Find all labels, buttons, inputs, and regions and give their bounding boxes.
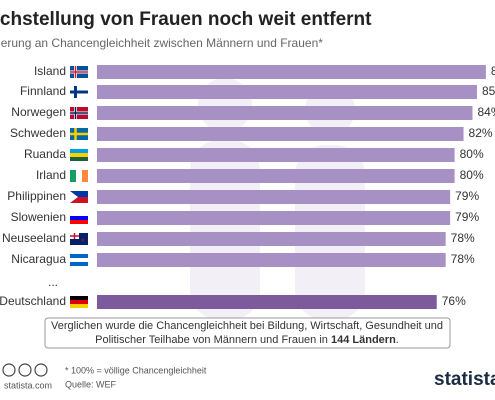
flag-part: [70, 191, 78, 203]
note-text: Politischer Teilhabe von Männern und Fra…: [95, 334, 331, 346]
value-label: 79%: [455, 189, 479, 203]
value-label: 78%: [451, 231, 475, 245]
bar: [97, 232, 446, 246]
y-tick-label: ...: [48, 275, 58, 289]
value-label: 87%: [491, 64, 495, 78]
flag-part: [70, 212, 88, 216]
bar: [97, 85, 477, 99]
note-line-1: Verglichen wurde die Chancengleichheit b…: [51, 320, 443, 332]
flag-part: [70, 258, 88, 262]
value-label: 80%: [460, 147, 484, 161]
value-label: 80%: [460, 168, 484, 182]
y-tick-label: Norwegen: [11, 105, 66, 119]
flag-part: [70, 216, 88, 220]
note-box: [44, 317, 451, 349]
y-tick-label: Slowenien: [11, 210, 66, 224]
flag-part: [70, 71, 88, 73]
flag-part: [76, 170, 82, 182]
bar: [97, 211, 451, 225]
bar: [97, 253, 446, 267]
flag-part: [70, 90, 88, 94]
value-label: 79%: [455, 210, 479, 224]
bar: [97, 169, 455, 183]
flag-part: [82, 239, 84, 241]
flag-part: [70, 296, 88, 300]
flag-part: [70, 132, 88, 136]
y-tick-label: Philippinen: [7, 189, 66, 203]
flag-part: [70, 149, 88, 153]
y-tick-label: Island: [34, 64, 66, 78]
site: statista.com: [4, 380, 52, 390]
bar: [97, 148, 455, 162]
note-line-2: Politischer Teilhabe von Männern und Fra…: [95, 334, 399, 346]
flag-part: [70, 170, 76, 182]
flag-part: [70, 157, 88, 161]
note-end: .: [396, 334, 399, 346]
flag-part: [70, 153, 88, 157]
flag-part: [70, 304, 88, 308]
y-tick-label: Ruanda: [24, 147, 66, 161]
footnote: * 100% = völlige Chancengleichheit: [65, 365, 207, 375]
bar: [97, 127, 464, 141]
value-label: 82%: [469, 126, 493, 140]
bar: [97, 190, 451, 204]
value-label: 76%: [442, 294, 466, 308]
flag-part: [70, 300, 88, 304]
flag-part: [70, 254, 88, 258]
value-label: 84%: [477, 105, 495, 119]
y-tick-label: Irland: [36, 168, 66, 182]
brand: statista: [434, 369, 495, 390]
flag-part: [70, 220, 88, 224]
bar: [97, 106, 473, 120]
bar: [97, 65, 486, 79]
value-label: 78%: [451, 252, 475, 266]
y-tick-label: Finnland: [20, 84, 66, 98]
flag-part: [70, 191, 88, 197]
y-tick-label: Deutschland: [0, 294, 66, 308]
flag-part: [70, 197, 88, 203]
y-tick-label: Schweden: [10, 126, 66, 140]
bar: [97, 295, 437, 309]
note-bold: 144 Ländern: [331, 334, 396, 346]
source: Quelle: WEF: [65, 379, 117, 389]
value-label: 85%: [482, 84, 495, 98]
flag-part: [70, 233, 79, 239]
license-icons: [2, 363, 48, 377]
flag-part: [70, 262, 88, 266]
y-tick-label: Neuseeland: [2, 231, 66, 245]
flag-part: [82, 170, 88, 182]
y-tick-label: Nicaragua: [11, 252, 66, 266]
flag-part: [70, 112, 88, 114]
chart-subtitle: Annäherung an Chancengleichheit zwischen…: [0, 36, 323, 50]
chart-title: Gleichstellung von Frauen noch weit entf…: [0, 9, 372, 30]
